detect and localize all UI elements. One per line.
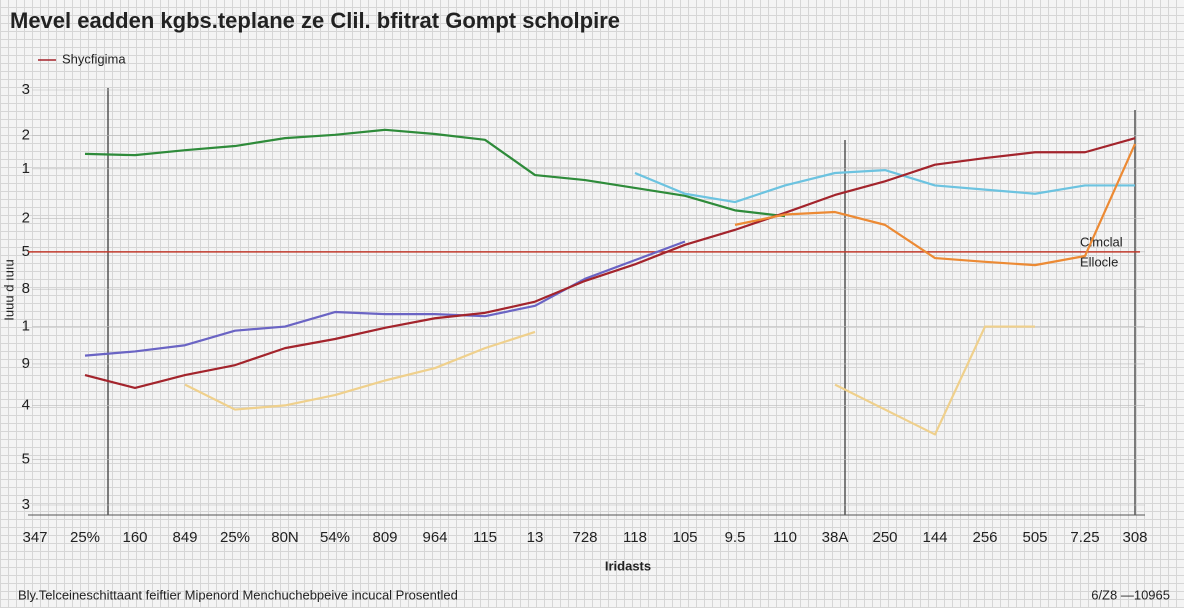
- y-axis-label: Iuuu d ıuıu: [1, 259, 16, 320]
- series-line: [184, 325, 1035, 436]
- chart-title: Mevel eadden kgbs.teplane ze Clil. bfitr…: [10, 8, 620, 33]
- series-line: [734, 143, 1137, 267]
- y-tick-label: 1: [22, 318, 30, 335]
- x-tick-label: 809: [372, 529, 397, 546]
- reference-label: Ellocle: [1080, 254, 1118, 269]
- x-tick-label: 256: [972, 529, 997, 546]
- series-line: [634, 168, 1135, 204]
- x-tick-label: 115: [473, 529, 497, 546]
- y-tick-label: 3: [22, 81, 30, 98]
- x-tick-label: 25%: [220, 529, 250, 546]
- y-tick-label: 1: [22, 160, 30, 177]
- x-tick-label: 13: [527, 529, 544, 546]
- y-tick-label: 8: [22, 280, 30, 297]
- x-tick-label: 7.25: [1070, 529, 1099, 546]
- x-tick-label: 54%: [320, 529, 350, 546]
- y-tick-label: 3: [22, 496, 30, 513]
- x-tick-label: 250: [872, 529, 897, 546]
- series-line: [84, 137, 1136, 390]
- x-tick-label: 728: [572, 529, 597, 546]
- x-tick-label: 110: [773, 529, 797, 546]
- series-line: [84, 128, 786, 218]
- x-axis-label: Iridasts: [605, 558, 651, 573]
- y-tick-label: 5: [22, 243, 30, 260]
- reference-label: Clmclal: [1080, 234, 1123, 249]
- x-tick-label: 144: [922, 529, 947, 546]
- x-tick-label: 38A: [822, 529, 849, 546]
- y-tick-label: 9: [22, 355, 30, 372]
- x-tick-label: 505: [1022, 529, 1047, 546]
- x-tick-label: 80N: [271, 529, 299, 546]
- x-tick-label: 25%: [70, 529, 100, 546]
- x-tick-label: 308: [1122, 529, 1147, 546]
- x-tick-label: 9.5: [725, 529, 746, 546]
- footer-right: 6/Z8 —10965: [1091, 587, 1170, 602]
- y-tick-label: 2: [22, 127, 30, 144]
- y-tick-label: 2: [22, 210, 30, 227]
- y-tick-label: 5: [22, 450, 30, 467]
- x-tick-label: 105: [672, 529, 697, 546]
- series-line: [84, 240, 686, 357]
- x-tick-label: 347: [22, 529, 47, 546]
- legend-label: Shycfigima: [62, 51, 126, 66]
- x-tick-label: 118: [623, 529, 647, 546]
- x-tick-label: 964: [422, 529, 447, 546]
- x-tick-label: 849: [172, 529, 197, 546]
- y-tick-label: 4: [22, 396, 30, 413]
- x-tick-label: 160: [122, 529, 147, 546]
- footnote: Bly.Telceineschittaant feiftier Mipenord…: [18, 587, 458, 602]
